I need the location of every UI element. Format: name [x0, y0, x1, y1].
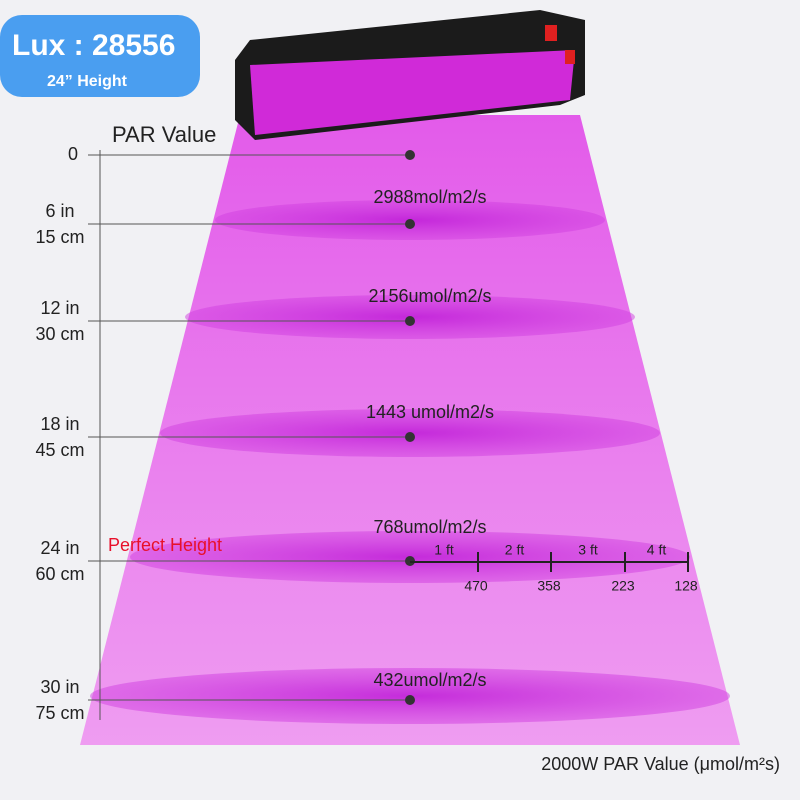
badge-height: 24” Height: [47, 73, 128, 90]
height-in: 0: [68, 144, 78, 164]
spread-distance: 3 ft: [578, 542, 598, 558]
spread-distance: 2 ft: [505, 542, 525, 558]
height-cm: 45 cm: [35, 440, 84, 460]
switch: [545, 25, 557, 41]
par-value: 2156umol/m2/s: [368, 286, 491, 306]
badge: [0, 15, 200, 97]
height-in: 24 in: [40, 538, 79, 558]
perfect-height: Perfect Height: [108, 535, 222, 555]
spread-value: 223: [611, 578, 635, 594]
height-in: 12 in: [40, 298, 79, 318]
height-in: 18 in: [40, 414, 79, 434]
par-value: 768umol/m2/s: [373, 517, 486, 537]
height-in: 30 in: [40, 677, 79, 697]
height-cm: 15 cm: [35, 227, 84, 247]
lux-label: Lux :: [12, 29, 84, 62]
spread-value: 128: [674, 578, 698, 594]
level-dot: [405, 316, 415, 326]
level-dot: [405, 219, 415, 229]
footer: 2000W PAR Value (μmol/m²s): [541, 754, 780, 774]
spread-distance: 1 ft: [434, 542, 454, 558]
level-dot: [405, 432, 415, 442]
title: PAR Value: [112, 122, 216, 147]
level-dot: [405, 695, 415, 705]
lamp-leds: [250, 50, 575, 135]
height-cm: 75 cm: [35, 703, 84, 723]
spread-distance: 4 ft: [647, 542, 667, 558]
spread-value: 358: [537, 578, 561, 594]
height-cm: 60 cm: [35, 564, 84, 584]
height-cm: 30 cm: [35, 324, 84, 344]
switch: [565, 50, 575, 64]
par-value: 432umol/m2/s: [373, 670, 486, 690]
spread-value: 470: [464, 578, 488, 594]
height-in: 6 in: [45, 201, 74, 221]
par-value: 2988mol/m2/s: [373, 187, 486, 207]
lux-value: 28556: [92, 29, 175, 62]
par-value: 1443 umol/m2/s: [366, 402, 494, 422]
level-dot: [405, 150, 415, 160]
